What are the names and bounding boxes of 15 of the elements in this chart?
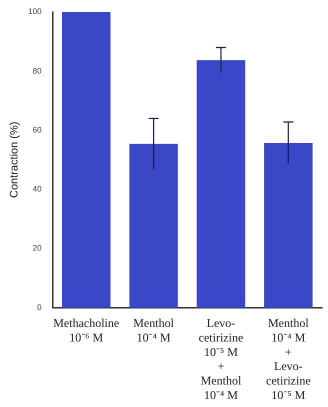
y-tick-label: 20	[32, 244, 42, 253]
y-tick-label: 0	[37, 302, 42, 312]
bar	[196, 60, 246, 308]
x-tick-label: Menthol 10⁻⁴ M	[133, 316, 175, 344]
y-tick-label: 100	[28, 7, 42, 16]
x-tick-label: Levo- cetirizine 10⁻⁵ M + Menthol 10⁻⁴ M	[198, 316, 244, 402]
x-tick-label: Menthol 10⁻⁴ M + Levo- cetirizine 10⁻⁵ M	[266, 316, 311, 402]
bar	[264, 142, 313, 308]
y-tick-label: 80	[32, 66, 42, 76]
y-tick-label: 40	[32, 184, 42, 194]
y-axis-title: Contraction (%)	[8, 122, 21, 198]
bar	[129, 144, 178, 308]
x-tick-label: Methacholine 10⁻⁶ M	[53, 316, 120, 344]
bar	[62, 12, 110, 308]
y-tick-label: 60	[32, 125, 42, 134]
